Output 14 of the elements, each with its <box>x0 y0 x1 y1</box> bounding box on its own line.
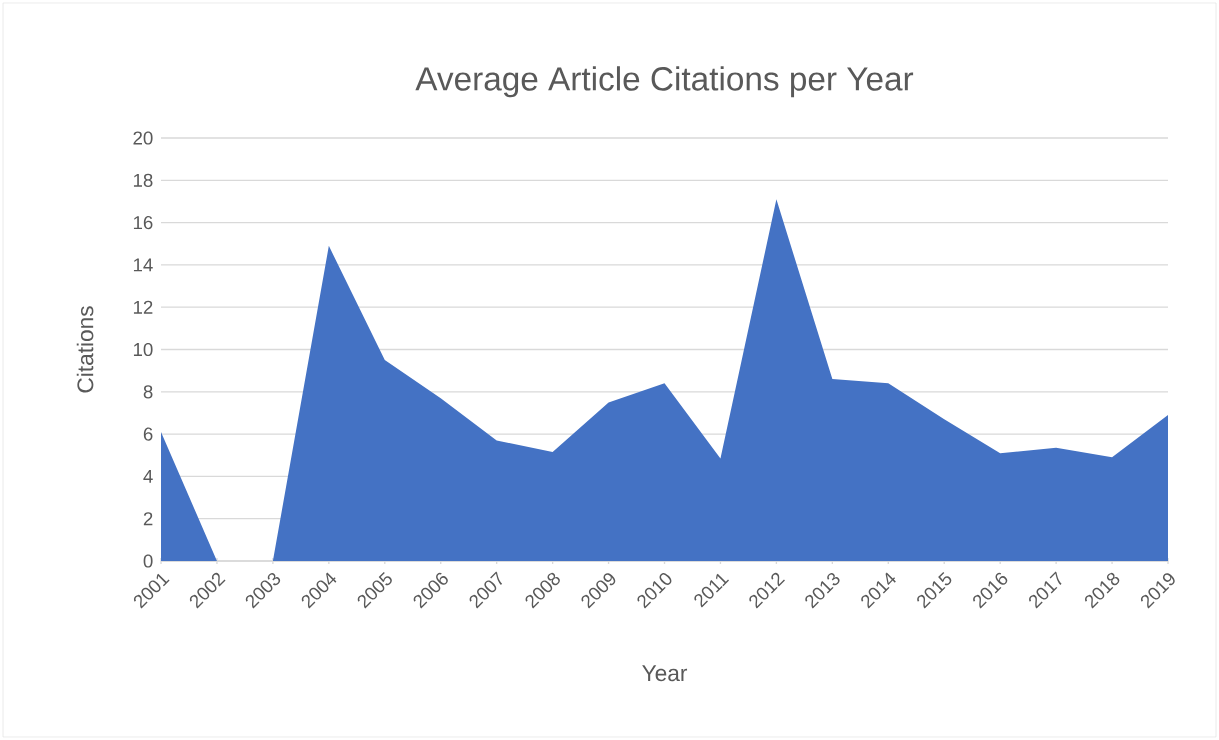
y-tick-label: 6 <box>143 427 153 441</box>
y-tick-label: 4 <box>143 469 153 483</box>
y-tick-label: 18 <box>133 173 153 187</box>
y-tick-label: 16 <box>133 215 153 230</box>
chart-title: Average Article Citations per Year <box>415 66 914 98</box>
x-axis-title: Year <box>642 665 688 682</box>
y-tick-label: 2 <box>143 512 153 526</box>
y-tick-label: 10 <box>133 342 153 357</box>
y-tick-label: 0 <box>143 554 153 568</box>
y-tick-label: 20 <box>133 131 153 145</box>
y-tick-label: 12 <box>133 300 153 314</box>
y-axis-title: Citations <box>76 306 94 393</box>
y-tick-label: 14 <box>133 258 153 272</box>
y-tick-label: 8 <box>143 385 153 399</box>
